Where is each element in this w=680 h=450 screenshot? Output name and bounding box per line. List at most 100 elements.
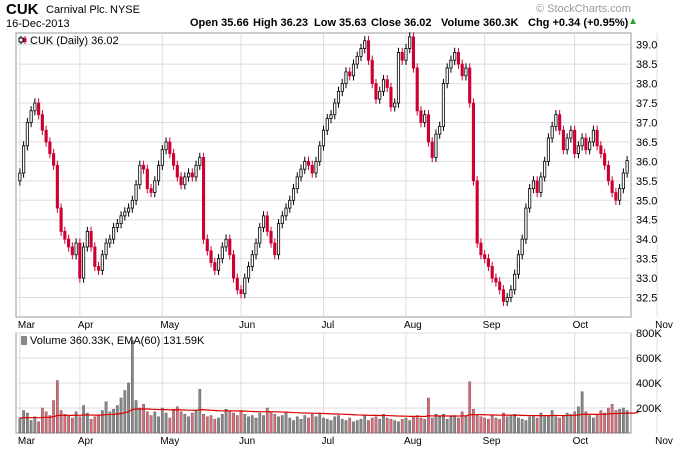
candle-body	[100, 254, 104, 271]
candle-body	[366, 40, 371, 61]
candle-body	[25, 122, 29, 147]
volume-bar	[340, 419, 344, 434]
volume-bar	[217, 417, 220, 434]
volume-bar	[535, 417, 539, 434]
volume-bar	[172, 409, 175, 434]
volume-bar	[370, 417, 374, 434]
quote-high: High 36.23	[253, 17, 309, 29]
volume-bar	[408, 420, 412, 434]
volume-bar	[468, 381, 472, 434]
candle-body	[625, 160, 629, 174]
volume-bar	[142, 404, 145, 434]
price-tick-label: 35.0	[636, 195, 657, 207]
volume-bar	[453, 415, 457, 434]
candle-body	[59, 207, 63, 232]
candle-body	[70, 246, 74, 256]
candle-body	[55, 164, 59, 209]
candle-body	[385, 79, 389, 88]
candle-body	[584, 137, 588, 151]
volume-bar	[138, 407, 142, 434]
volume-bar	[164, 412, 168, 434]
volume-bar	[524, 420, 528, 434]
volume-tick-label: 600K	[636, 353, 662, 365]
volume-bar	[539, 412, 543, 434]
candle-body	[554, 114, 558, 127]
candle-body	[40, 114, 44, 131]
volume-bar	[307, 417, 310, 434]
volume-month-tick-label: Jun	[239, 436, 255, 447]
candle-body	[595, 129, 599, 147]
candle-body	[213, 262, 217, 271]
candle-body	[93, 246, 97, 267]
candle-body	[22, 145, 26, 174]
candle-body	[280, 215, 284, 225]
volume-bar	[295, 416, 299, 434]
volume-bar	[562, 415, 565, 434]
candle-body	[483, 254, 487, 260]
volume-bar	[194, 410, 198, 434]
volume-bar	[457, 417, 460, 434]
volume-month-tick-label: May	[160, 436, 179, 447]
volume-bar	[100, 410, 104, 434]
candle-body	[580, 137, 584, 147]
volume-bar	[367, 420, 370, 434]
volume-month-tick-label: Jul	[322, 436, 335, 447]
quote-change: Chg +0.34 (+0.95%)	[528, 17, 629, 29]
volume-bar	[614, 410, 618, 434]
volume-bar	[318, 412, 322, 434]
price-tick-label: 38.5	[636, 59, 657, 71]
volume-bar	[130, 340, 134, 434]
volume-bar	[115, 405, 119, 434]
candle-body	[381, 79, 386, 92]
volume-bar	[378, 419, 382, 434]
volume-bar	[104, 401, 108, 434]
volume-bar	[160, 407, 164, 434]
volume-bar	[359, 419, 363, 434]
candle-body	[505, 297, 509, 302]
volume-bar	[127, 382, 130, 434]
volume-bar	[494, 417, 498, 434]
candle-body	[37, 102, 41, 116]
price-tick-label: 37.0	[636, 117, 657, 129]
candle-body	[171, 153, 176, 166]
candle-body	[355, 55, 359, 65]
candle-body	[303, 160, 307, 170]
volume-bar	[48, 415, 52, 434]
candle-body	[145, 168, 149, 190]
volume-bar	[168, 417, 172, 434]
candle-body	[374, 83, 378, 100]
volume-bar	[543, 416, 547, 434]
volume-bar	[513, 414, 517, 434]
volume-bar	[509, 415, 513, 434]
volume-bar	[145, 411, 149, 434]
candle-body	[220, 246, 224, 260]
volume-bar	[314, 416, 318, 434]
candle-body	[183, 176, 187, 186]
volume-bar	[400, 419, 404, 434]
candle-body	[419, 110, 423, 123]
candle-body	[475, 180, 479, 244]
volume-bar	[573, 411, 577, 434]
candle-body	[108, 238, 112, 244]
volume-bar	[464, 415, 468, 434]
candle-body	[445, 67, 449, 84]
volume-bar	[149, 415, 153, 434]
candle-body	[89, 231, 93, 248]
candle-body	[449, 59, 453, 69]
volume-bar	[415, 415, 419, 434]
volume-bar	[333, 416, 337, 434]
candle-body	[314, 160, 318, 174]
chart-header: CUK Carnival Plc. NYSE 16-Dec-2013 © Sto…	[0, 0, 680, 34]
candle-body	[378, 90, 382, 100]
candle-body	[393, 102, 397, 108]
candle-body	[164, 141, 168, 151]
volume-bar	[483, 417, 487, 434]
candle-body	[599, 145, 603, 155]
candle-body	[104, 242, 108, 256]
candle-body	[82, 246, 86, 279]
volume-bar	[175, 406, 179, 434]
volume-bar	[228, 411, 232, 434]
volume-ema-line	[19, 408, 639, 419]
candle-body	[235, 277, 239, 291]
candle-body	[325, 118, 329, 131]
